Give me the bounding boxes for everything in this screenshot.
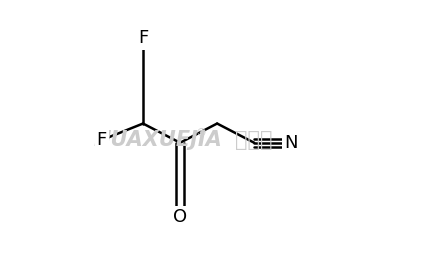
- Text: ®: ®: [195, 128, 206, 138]
- Text: F: F: [138, 29, 148, 47]
- Text: O: O: [173, 208, 187, 226]
- Text: 化学加: 化学加: [236, 130, 273, 150]
- Text: HUAXUEJIA: HUAXUEJIA: [94, 130, 222, 150]
- Text: N: N: [285, 134, 298, 152]
- Text: F: F: [97, 131, 107, 149]
